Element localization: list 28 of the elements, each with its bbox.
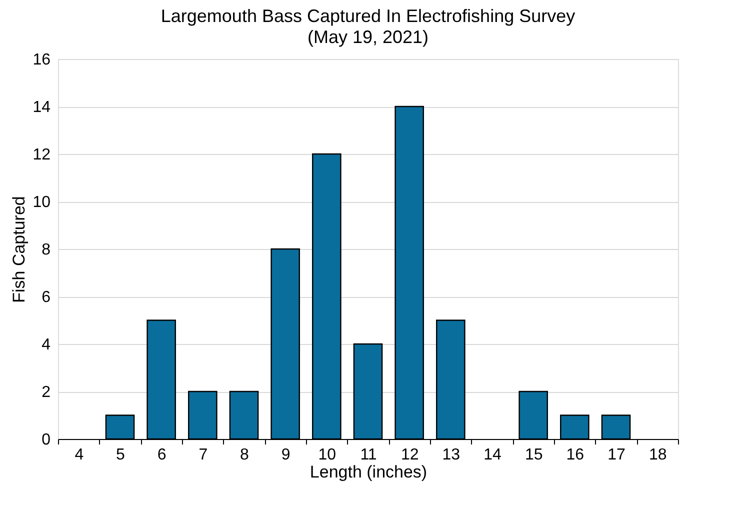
x-tick-label: 15 — [524, 446, 543, 464]
x-axis-title: Length (inches) — [310, 462, 428, 482]
x-tick-label: 8 — [240, 446, 250, 464]
y-tick-label: 2 — [42, 384, 51, 401]
x-tick-label: 11 — [360, 446, 377, 464]
y-tick-label: 10 — [32, 194, 51, 211]
y-tick-label: 8 — [42, 242, 51, 258]
x-tick-label: 5 — [116, 446, 126, 464]
x-tick-label: 6 — [157, 446, 166, 464]
y-tick-label: 16 — [32, 52, 51, 68]
x-tick-label: 12 — [400, 446, 419, 464]
x-tick-label: 10 — [318, 446, 336, 464]
y-tick-label: 0 — [42, 432, 51, 448]
y-tick-label: 6 — [42, 289, 51, 306]
x-tick-label: 7 — [198, 446, 208, 464]
y-axis-title: Fish Captured — [10, 196, 29, 303]
x-tick-label: 13 — [442, 446, 460, 464]
y-tick-label: 12 — [32, 146, 51, 164]
y-tick-label: 4 — [42, 336, 51, 354]
x-tick-label: 16 — [566, 446, 584, 464]
chart-title: Largemouth Bass Captured In Electrofishing Survey — [160, 6, 576, 26]
x-tick-label: 9 — [281, 446, 290, 464]
y-tick-label: 14 — [32, 99, 51, 116]
x-tick-label: 14 — [484, 446, 502, 464]
x-tick-label: 4 — [74, 446, 84, 464]
x-tick-label: 18 — [648, 446, 667, 464]
x-tick-label: 17 — [608, 446, 626, 464]
chart-subtitle: (May 19, 2021) — [307, 27, 429, 47]
